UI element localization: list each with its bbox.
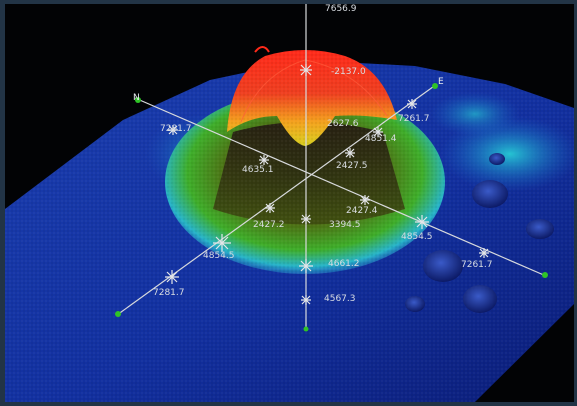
bottom-endpoint-handle[interactable] bbox=[303, 326, 309, 332]
ns-tick-label: 4854.5 bbox=[401, 232, 433, 242]
southeast-endpoint-handle[interactable] bbox=[542, 272, 548, 278]
ew-tick-label: 4854.5 bbox=[203, 251, 235, 261]
vertical-tick-label: 3394.5 bbox=[329, 220, 361, 230]
point-cloud-scene[interactable]: N E 7656.9 -2137.0 3394.5 4661.2 4567.3 … bbox=[5, 4, 574, 402]
ew-tick-label: 4635.1 bbox=[242, 165, 274, 175]
ns-tick-label: 2427.2 bbox=[253, 220, 285, 230]
axis-endpoints[interactable] bbox=[115, 83, 548, 332]
north-label: N bbox=[133, 93, 140, 103]
3d-viewport[interactable]: N E 7656.9 -2137.0 3394.5 4661.2 4567.3 … bbox=[5, 4, 574, 402]
ew-tick-label: 7261.7 bbox=[398, 114, 430, 124]
ew-tick-label: 2427.4 bbox=[346, 206, 378, 216]
dome-peak bbox=[227, 46, 397, 146]
vertical-tick-label: 7656.9 bbox=[325, 4, 357, 14]
southwest-endpoint-handle[interactable] bbox=[115, 311, 121, 317]
north-endpoint-handle[interactable] bbox=[135, 97, 141, 103]
vertical-tick-label: -2137.0 bbox=[331, 67, 366, 77]
east-label: E bbox=[438, 77, 444, 87]
ew-tick-label: 7261.7 bbox=[461, 260, 493, 270]
vertical-tick-label: 4567.3 bbox=[324, 294, 356, 304]
east-endpoint-handle[interactable] bbox=[432, 83, 438, 89]
ew-tick-label: 2427.5 bbox=[336, 161, 368, 171]
ns-tick-label: 7281.7 bbox=[153, 288, 185, 298]
axis-tick-marks bbox=[165, 64, 489, 305]
ns-tick-label: 4851.4 bbox=[365, 134, 397, 144]
center-tick-label: 2627.6 bbox=[327, 119, 359, 129]
ns-tick-label: 7281.7 bbox=[160, 124, 192, 134]
vertical-tick-label: 4661.2 bbox=[328, 259, 360, 269]
